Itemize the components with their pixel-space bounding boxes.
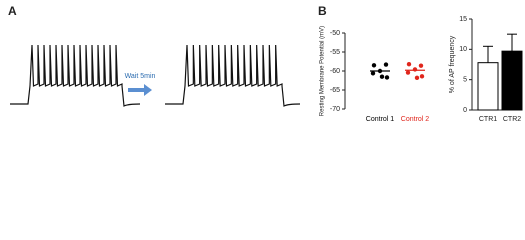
y-tick-label: 15 bbox=[459, 16, 467, 23]
y-tick-label: -65 bbox=[330, 87, 340, 94]
panel-label: A bbox=[8, 4, 17, 18]
x-tick-label: Control 1 bbox=[366, 116, 395, 123]
data-point bbox=[405, 70, 411, 75]
bar bbox=[501, 50, 523, 111]
x-tick-label: CTR2 bbox=[503, 116, 521, 123]
data-point bbox=[418, 63, 424, 68]
y-tick-label: 0 bbox=[463, 107, 467, 114]
voltage-trace bbox=[165, 44, 301, 107]
arrow bbox=[128, 84, 152, 96]
y-tick-label: -55 bbox=[330, 49, 340, 56]
x-tick-label: CTR1 bbox=[479, 116, 497, 123]
y-tick-label: -50 bbox=[330, 30, 340, 37]
data-point bbox=[383, 62, 389, 67]
y-tick-label: 10 bbox=[459, 46, 467, 53]
y-axis-label: Resting Membrane Potential (mV) bbox=[320, 26, 326, 116]
y-tick-label: -60 bbox=[330, 68, 340, 75]
x-tick-label: Control 2 bbox=[401, 116, 430, 123]
figure: A B Wait 5min -70 -65 -60 -55 -50 Resting Mem… bbox=[8, 4, 523, 123]
y-tick-label: -70 bbox=[330, 106, 340, 113]
data-point bbox=[379, 74, 385, 79]
voltage-trace bbox=[10, 44, 141, 107]
annotation: Wait 5min bbox=[125, 73, 156, 80]
y-tick-label: 5 bbox=[463, 77, 467, 84]
data-point bbox=[371, 63, 377, 68]
y-axis-label: % of AP frequency bbox=[449, 35, 456, 93]
data-point bbox=[414, 75, 420, 81]
bar bbox=[477, 62, 499, 111]
data-point bbox=[370, 71, 376, 76]
data-point bbox=[419, 74, 425, 79]
panel-label: B bbox=[318, 4, 327, 18]
data-point bbox=[384, 75, 390, 80]
data-point bbox=[406, 61, 412, 67]
data-point bbox=[412, 67, 418, 72]
